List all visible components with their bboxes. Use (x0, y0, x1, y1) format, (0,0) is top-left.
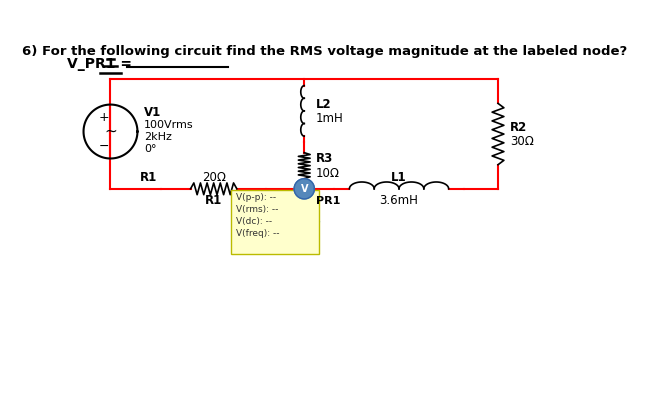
Text: 0°: 0° (144, 144, 156, 154)
Text: L1: L1 (391, 171, 407, 183)
Text: R3: R3 (316, 152, 334, 166)
Text: V(p-p): --: V(p-p): -- (236, 193, 276, 202)
Text: ~: ~ (104, 124, 117, 139)
Text: V(rms): --: V(rms): -- (236, 205, 278, 214)
Text: 30Ω: 30Ω (510, 135, 533, 148)
Text: 20Ω: 20Ω (202, 171, 226, 183)
Text: 6) For the following circuit find the RMS voltage magnitude at the labeled node?: 6) For the following circuit find the RM… (22, 45, 627, 58)
Text: −: − (99, 140, 109, 153)
Text: V(freq): --: V(freq): -- (236, 229, 280, 238)
Text: V: V (300, 184, 308, 194)
Text: R2: R2 (510, 121, 527, 134)
Text: 1mH: 1mH (316, 112, 344, 125)
Text: V(dc): --: V(dc): -- (236, 217, 272, 226)
Text: V1: V1 (144, 106, 162, 119)
Text: L2: L2 (316, 98, 332, 111)
Text: 10Ω: 10Ω (316, 167, 340, 180)
Text: 3.6mH: 3.6mH (380, 194, 419, 207)
Text: R1: R1 (140, 171, 157, 183)
Text: PR1: PR1 (316, 197, 341, 206)
Polygon shape (294, 179, 314, 199)
Text: 2kHz: 2kHz (144, 133, 172, 143)
Text: V_PR1 =: V_PR1 = (67, 57, 136, 71)
Text: 100Vrms: 100Vrms (144, 120, 194, 130)
Text: R1: R1 (205, 194, 223, 207)
Text: +: + (99, 111, 109, 124)
Bar (231, 190, 319, 254)
